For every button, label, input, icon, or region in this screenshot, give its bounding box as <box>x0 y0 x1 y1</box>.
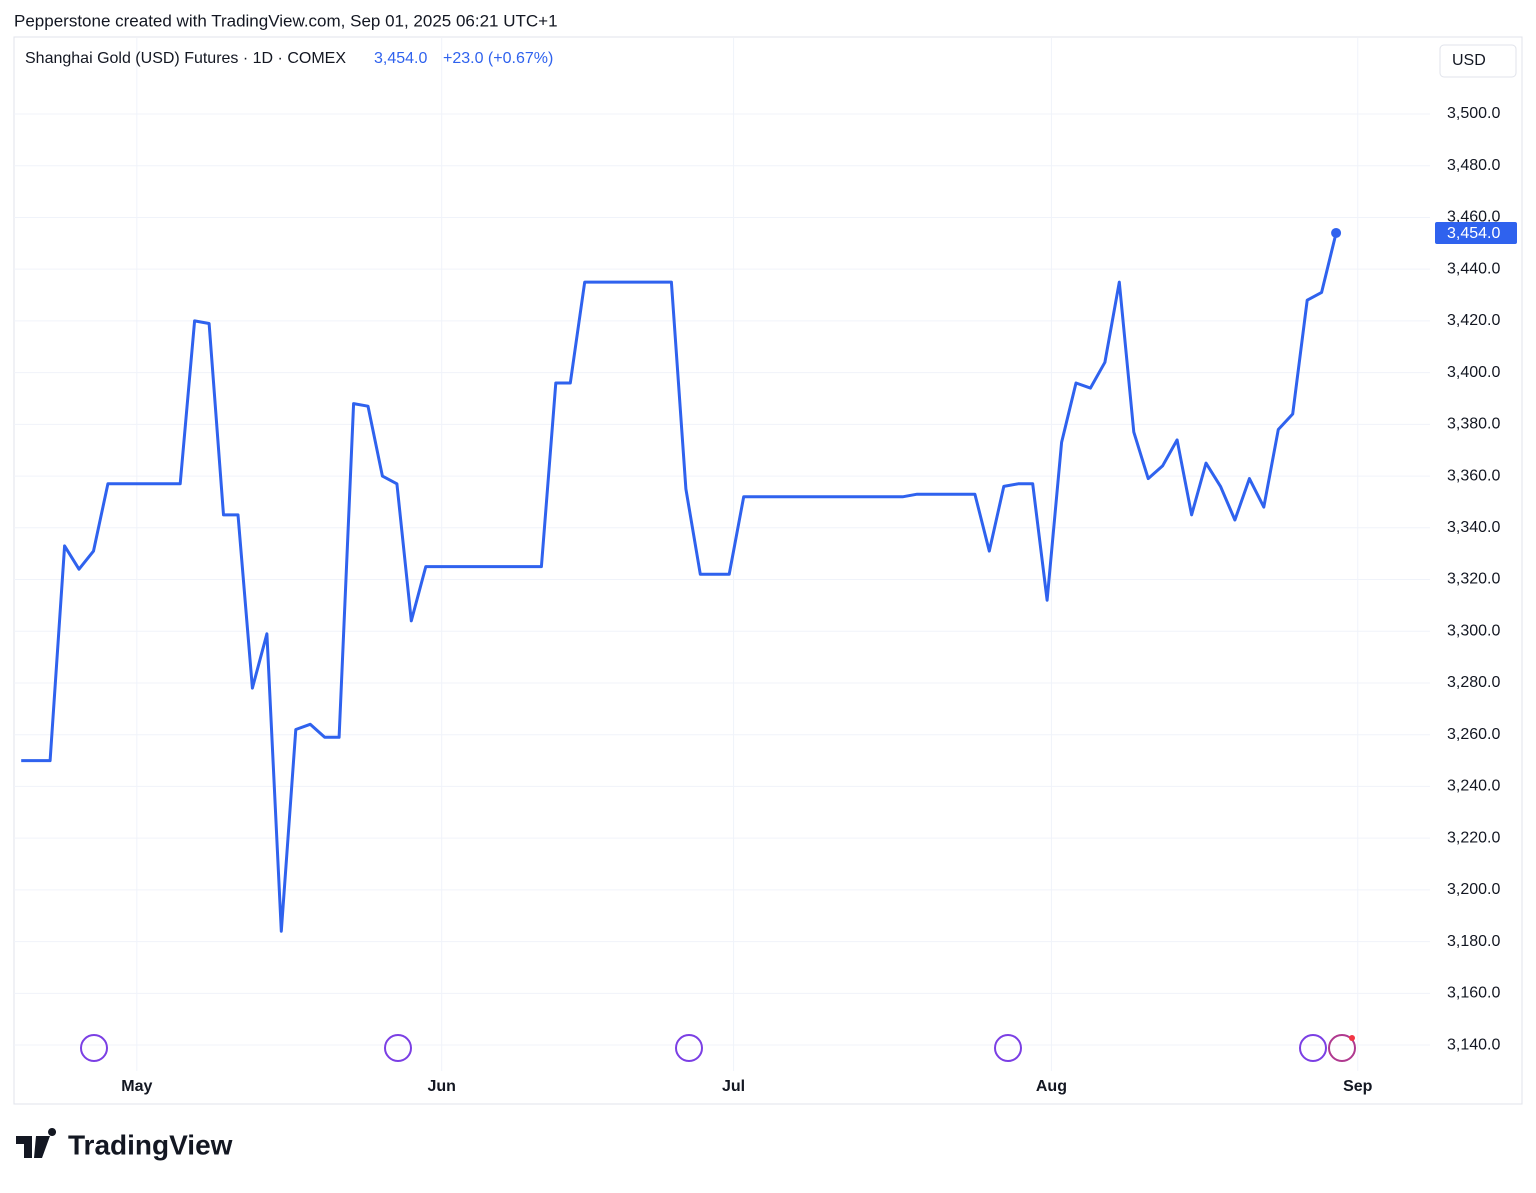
y-tick-label: 3,160.0 <box>1447 985 1500 1002</box>
change: +23.0 (+0.67%) <box>443 50 553 67</box>
y-tick-label: 3,460.0 <box>1447 209 1500 226</box>
logo: TradingView <box>16 1128 233 1160</box>
y-tick-label: 3,240.0 <box>1447 778 1500 795</box>
event-icon[interactable] <box>1299 1034 1327 1062</box>
x-tick-label: Sep <box>1343 1078 1373 1095</box>
y-tick-label: 3,400.0 <box>1447 364 1500 381</box>
x-tick-label: Jul <box>722 1078 745 1095</box>
price-badge <box>1435 221 1517 244</box>
event-icon[interactable] <box>1328 1034 1356 1062</box>
event-icon[interactable] <box>675 1034 703 1062</box>
y-tick-label: 3,320.0 <box>1447 571 1500 588</box>
logo-mark <box>16 1128 57 1158</box>
y-tick-label: 3,260.0 <box>1447 726 1500 743</box>
price-line <box>21 232 1338 933</box>
x-tick-label: Aug <box>1036 1078 1067 1095</box>
price-badge-label: 3,454.0 <box>1447 225 1500 242</box>
logo-text: TradingView <box>68 1129 233 1160</box>
y-tick-label: 3,360.0 <box>1447 467 1500 484</box>
x-tick-label: May <box>121 1078 152 1095</box>
y-tick-label: 3,180.0 <box>1447 933 1500 950</box>
event-dot <box>1349 1035 1355 1041</box>
y-tick-label: 3,280.0 <box>1447 674 1500 691</box>
attribution: Pepperstone created with TradingView.com… <box>14 11 558 30</box>
y-tick-label: 3,340.0 <box>1447 519 1500 536</box>
x-tick-label: Jun <box>427 1078 455 1095</box>
y-tick-label: 3,220.0 <box>1447 829 1500 846</box>
y-tick-label: 3,300.0 <box>1447 622 1500 639</box>
chart-title: Shanghai Gold (USD) Futures · 1D · COMEX <box>25 50 346 67</box>
event-icon[interactable] <box>384 1034 412 1062</box>
y-tick-label: 3,380.0 <box>1447 416 1500 433</box>
chart-frame <box>13 36 1523 1105</box>
y-tick-label: 3,200.0 <box>1447 881 1500 898</box>
y-tick-label: 3,480.0 <box>1447 157 1500 174</box>
event-icon[interactable] <box>994 1034 1022 1062</box>
event-icon[interactable] <box>80 1034 108 1062</box>
y-tick-label: 3,500.0 <box>1447 105 1500 122</box>
price: 3,454.0 <box>374 50 427 67</box>
currency-box[interactable] <box>1439 44 1517 78</box>
event-icons <box>80 1034 1356 1062</box>
y-tick-label: 3,140.0 <box>1447 1036 1500 1053</box>
currency[interactable]: USD <box>1452 52 1486 69</box>
y-tick-label: 3,420.0 <box>1447 312 1500 329</box>
y-tick-label: 3,440.0 <box>1447 260 1500 277</box>
last-point <box>1331 227 1342 238</box>
